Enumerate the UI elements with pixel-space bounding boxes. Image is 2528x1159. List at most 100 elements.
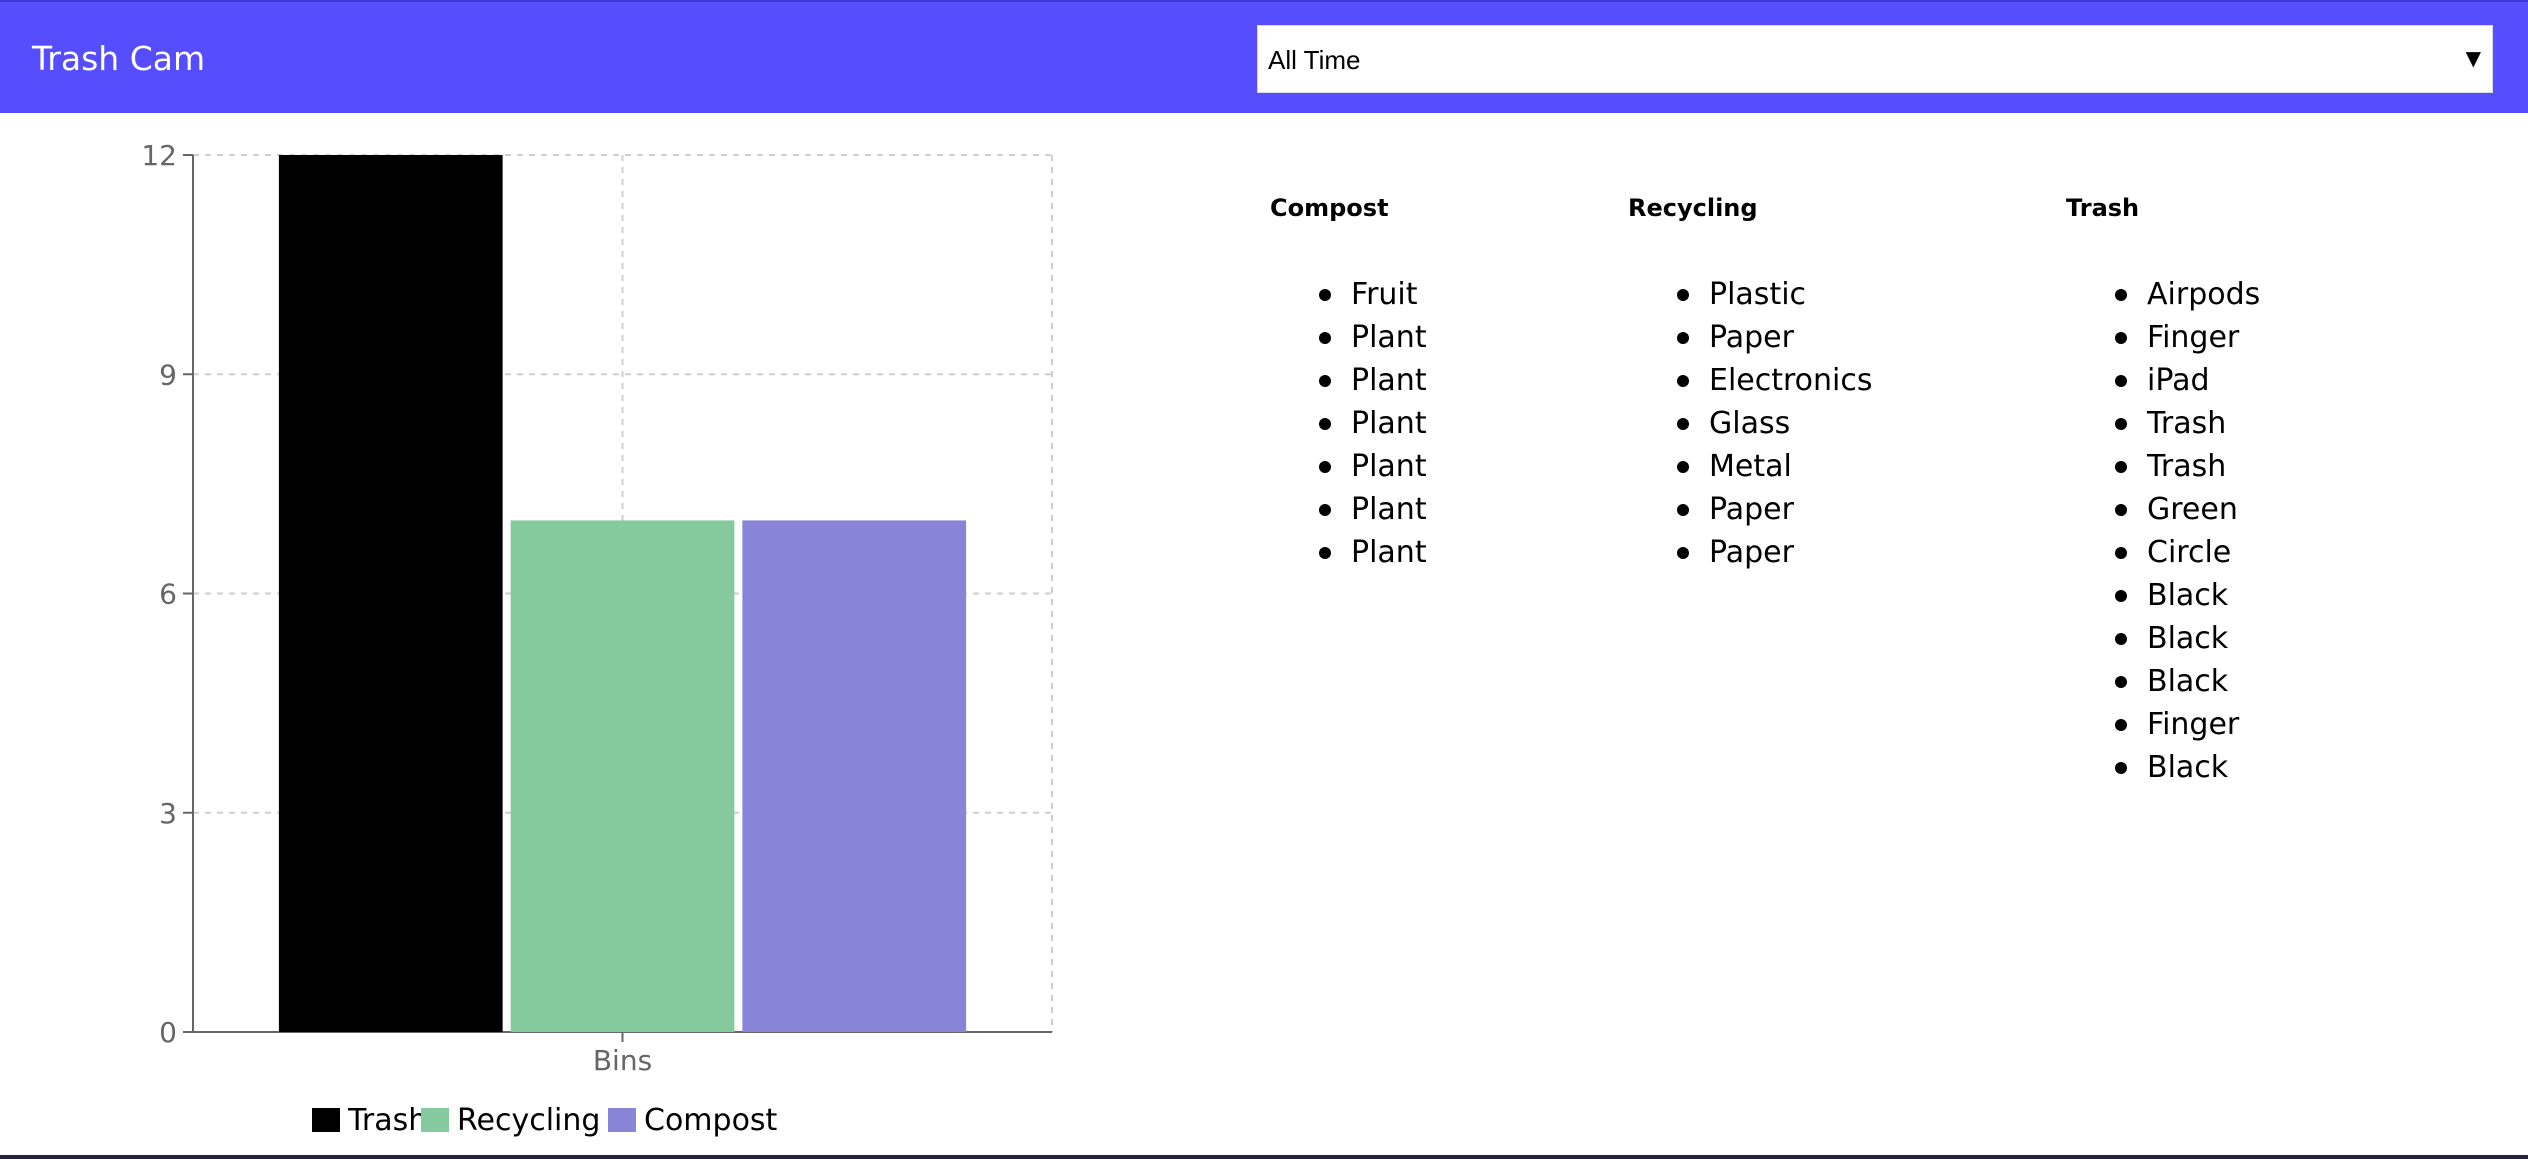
list-item: Finger <box>2115 703 2260 746</box>
list-item: Paper <box>1677 488 1873 531</box>
list-item: Glass <box>1677 402 1873 445</box>
bullet-icon <box>1677 332 1689 344</box>
chart-bars <box>278 155 967 1032</box>
list-item-label: Paper <box>1709 492 1794 527</box>
legend-label-recycling: Recycling <box>457 1103 600 1138</box>
list-item: Trash <box>2115 402 2260 445</box>
list-item: Plant <box>1319 316 1427 359</box>
y-tick-label: 3 <box>159 797 177 830</box>
list-item: Plant <box>1319 402 1427 445</box>
list-item-label: Trash <box>2147 449 2227 484</box>
bin-item-list: Plastic Paper Electronics Glass Metal Paper Pa… <box>1677 273 1873 574</box>
list-item-label: Electronics <box>1709 363 1873 398</box>
chart-legend: Trash Recycling Compost <box>312 1103 778 1138</box>
list-item-label: Circle <box>2147 535 2232 570</box>
list-item: Finger <box>2115 316 2260 359</box>
list-item-label: Plant <box>1351 320 1427 355</box>
list-item-label: Plant <box>1351 449 1427 484</box>
bullet-icon <box>1677 375 1689 387</box>
list-item-label: Glass <box>1709 406 1791 441</box>
list-item: Black <box>2115 574 2260 617</box>
legend-swatch-recycling <box>421 1108 449 1132</box>
bullet-icon <box>1319 418 1331 430</box>
bottom-edge <box>0 1155 2528 1159</box>
bullet-icon <box>1319 504 1331 516</box>
bar-recycling <box>510 520 735 1032</box>
bullet-icon <box>2115 332 2127 344</box>
bin-title: Compost <box>1270 194 1389 222</box>
bullet-icon <box>1319 375 1331 387</box>
bin-title: Trash <box>2066 194 2140 222</box>
bullet-icon <box>1677 547 1689 559</box>
bullet-icon <box>1319 461 1331 473</box>
bullet-icon <box>1319 289 1331 301</box>
list-item: Plant <box>1319 488 1427 531</box>
list-item-label: Plastic <box>1709 277 1807 312</box>
chart-grid <box>193 154 1053 1032</box>
bullet-icon <box>2115 418 2127 430</box>
list-item-label: Finger <box>2147 320 2240 355</box>
bullet-icon <box>1677 504 1689 516</box>
bullet-icon <box>2115 289 2127 301</box>
list-item-label: Finger <box>2147 707 2240 742</box>
list-item-label: Plant <box>1351 406 1427 441</box>
list-item: Paper <box>1677 531 1873 574</box>
list-item: Fruit <box>1319 273 1427 316</box>
list-item-label: Metal <box>1709 449 1792 484</box>
list-item: Plant <box>1319 359 1427 402</box>
bullet-icon <box>2115 719 2127 731</box>
list-item: Electronics <box>1677 359 1873 402</box>
bar-trash <box>278 155 503 1032</box>
list-item: iPad <box>2115 359 2260 402</box>
bullet-icon <box>1677 289 1689 301</box>
list-item-label: Black <box>2147 664 2229 699</box>
list-item: Plastic <box>1677 273 1873 316</box>
list-item-label: Black <box>2147 621 2229 656</box>
list-item: Black <box>2115 660 2260 703</box>
bin-item-list: Fruit Plant Plant Plant Plant Plant Plant <box>1319 273 1427 574</box>
list-item-label: Plant <box>1351 492 1427 527</box>
bullet-icon <box>1677 461 1689 473</box>
list-item-label: Green <box>2147 492 2238 527</box>
bullet-icon <box>2115 590 2127 602</box>
list-item: Black <box>2115 746 2260 789</box>
bullet-icon <box>2115 547 2127 559</box>
legend-swatch-trash <box>312 1108 340 1132</box>
list-item-label: Trash <box>2147 406 2227 441</box>
y-tick-label: 6 <box>159 578 177 611</box>
bin-item-list: Airpods Finger iPad Trash Trash Green Circle Bl… <box>2115 273 2261 789</box>
bullet-icon <box>2115 762 2127 774</box>
list-item-label: Paper <box>1709 535 1794 570</box>
bullet-icon <box>1319 547 1331 559</box>
time-filter-select[interactable]: All Time ▼ <box>1257 25 2493 93</box>
list-item: Plant <box>1319 531 1427 574</box>
list-item: Airpods <box>2115 273 2261 316</box>
x-tick-label: Bins <box>593 1044 652 1077</box>
list-item-label: Airpods <box>2147 277 2261 312</box>
list-item: Circle <box>2115 531 2260 574</box>
bullet-icon <box>1677 418 1689 430</box>
list-item-label: Plant <box>1351 363 1427 398</box>
list-item: Metal <box>1677 445 1873 488</box>
bin-title: Recycling <box>1628 194 1758 222</box>
bar-compost <box>742 520 967 1032</box>
list-item-label: Black <box>2147 578 2229 613</box>
bar-chart-svg: 0 3 6 9 12 Bins Trash Recycling Compost <box>141 139 1053 1138</box>
list-item: Trash <box>2115 445 2260 488</box>
list-item-label: Paper <box>1709 320 1794 355</box>
list-item: Green <box>2115 488 2260 531</box>
app-title: Trash Cam <box>32 39 206 78</box>
list-item: Black <box>2115 617 2260 660</box>
y-tick-label: 0 <box>159 1016 177 1049</box>
y-tick-label: 9 <box>159 358 177 391</box>
legend-label-compost: Compost <box>644 1103 778 1138</box>
list-item-label: Plant <box>1351 535 1427 570</box>
bullet-icon <box>2115 676 2127 688</box>
legend-swatch-compost <box>608 1108 636 1132</box>
chevron-down-icon: ▼ <box>2465 46 2481 70</box>
time-filter-value: All Time <box>1268 45 1361 75</box>
app-header: Trash Cam All Time ▼ <box>0 0 2528 113</box>
bullet-icon <box>2115 375 2127 387</box>
legend-label-trash: Trash <box>347 1103 427 1138</box>
